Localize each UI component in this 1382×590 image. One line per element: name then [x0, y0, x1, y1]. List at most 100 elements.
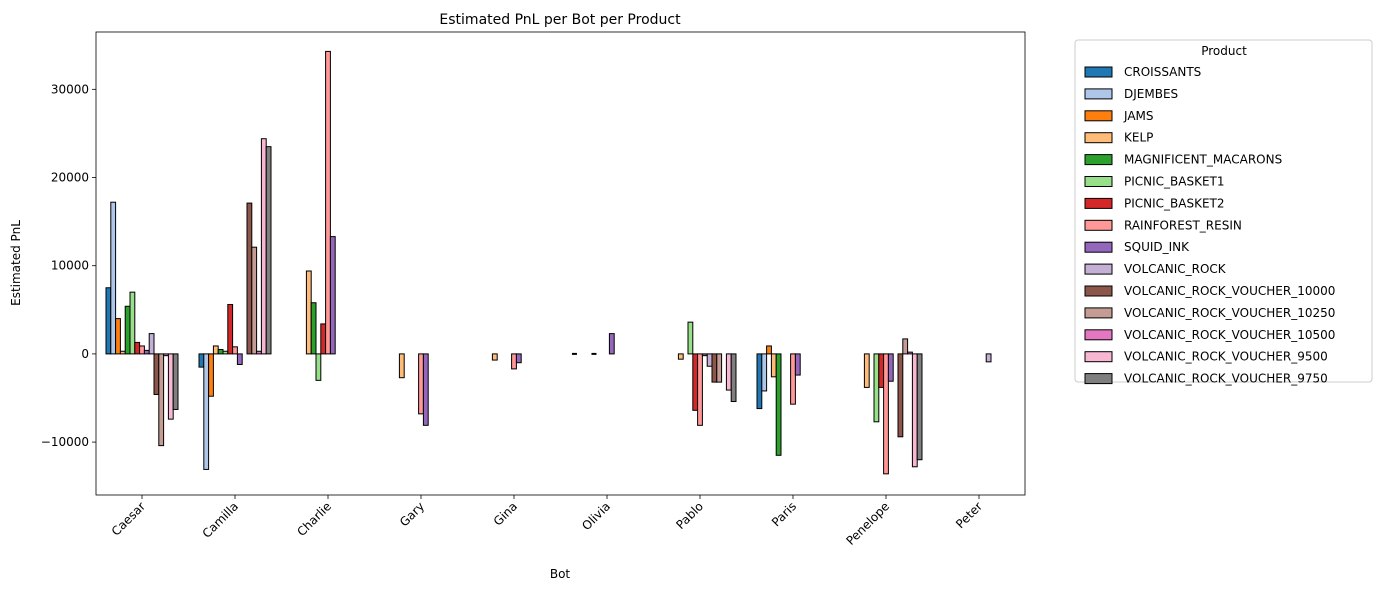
bar — [256, 350, 262, 355]
bar — [222, 350, 229, 355]
x-tick-label: Peter — [953, 499, 985, 531]
bar — [329, 236, 336, 355]
y-tick-label: 0 — [81, 347, 89, 361]
x-tick-label: Penelope — [843, 499, 892, 548]
bar — [315, 353, 322, 381]
legend-label: VOLCANIC_ROCK — [1124, 262, 1227, 276]
bar — [677, 353, 684, 360]
bar — [227, 304, 234, 355]
legend-swatch — [1084, 110, 1113, 122]
bar — [232, 346, 238, 355]
legend-swatch — [1084, 241, 1113, 253]
bar — [761, 353, 768, 392]
bar — [158, 353, 165, 447]
legend-swatch — [1084, 307, 1113, 319]
bar — [119, 350, 126, 355]
legend-label: VOLCANIC_ROCK_VOUCHER_9750 — [1124, 372, 1328, 386]
bar — [770, 353, 777, 378]
bar — [246, 202, 253, 355]
y-axis: −10000 0 10000 20000 30000 — [41, 82, 96, 449]
bar — [260, 138, 267, 355]
bar — [491, 353, 498, 361]
legend-label: VOLCANIC_ROCK_VOUCHER_10250 — [1124, 306, 1335, 320]
legend-swatch — [1084, 66, 1113, 78]
bar — [124, 305, 131, 355]
y-tick-label: 20000 — [51, 171, 89, 185]
bar — [143, 349, 150, 355]
bar — [217, 348, 224, 355]
bar — [110, 201, 117, 355]
bar — [883, 353, 889, 475]
legend-frame — [1074, 39, 1373, 383]
bar — [139, 345, 145, 355]
bar — [692, 353, 699, 411]
legend-label: KELP — [1124, 131, 1153, 145]
bar — [916, 353, 923, 461]
legend-swatch — [1084, 219, 1113, 231]
bar — [398, 353, 405, 379]
bar — [775, 353, 782, 456]
bar — [730, 353, 737, 403]
bars — [105, 50, 992, 475]
bar — [422, 353, 429, 426]
legend-label: CROISSANTS — [1124, 65, 1201, 79]
bar — [878, 353, 885, 388]
legend-swatch — [1084, 263, 1113, 275]
bar — [790, 353, 796, 405]
bar — [305, 270, 312, 355]
bar — [756, 353, 763, 410]
legend-swatch — [1084, 351, 1113, 363]
legend-swatch — [1084, 176, 1113, 187]
chart-title: Estimated PnL per Bot per Product — [439, 12, 681, 28]
x-axis-label: Bot — [550, 567, 571, 581]
legend: Product CROISSANTS DJEMBES JAMS KELP MAGNIFI… — [1074, 39, 1373, 386]
bar — [198, 353, 205, 368]
legend-label: DJEMBES — [1124, 87, 1178, 101]
bar — [766, 345, 772, 355]
y-tick-label: 10000 — [51, 259, 89, 273]
bar — [310, 302, 317, 355]
x-tick-label: Gina — [491, 499, 520, 528]
x-tick-label: Caesar — [109, 499, 148, 538]
bar — [265, 146, 272, 355]
bar — [701, 353, 708, 357]
bar — [706, 353, 713, 367]
x-tick-label: Gary — [397, 499, 427, 529]
bar — [212, 345, 219, 355]
legend-label: PICNIC_BASKET2 — [1124, 196, 1225, 210]
bar — [251, 246, 258, 355]
legend-swatch — [1084, 197, 1113, 209]
x-tick-label: Olivia — [579, 499, 613, 533]
bar — [887, 353, 894, 382]
x-tick-label: Paris — [769, 499, 799, 529]
bar — [320, 323, 327, 355]
y-tick-label: 30000 — [51, 82, 89, 96]
y-axis-label: Estimated PnL — [9, 220, 23, 306]
bar — [902, 338, 909, 355]
x-tick-label: Pablo — [673, 499, 706, 532]
bar — [115, 318, 121, 355]
bar — [711, 353, 718, 383]
legend-swatch — [1084, 88, 1113, 100]
bar — [105, 287, 112, 355]
bar — [153, 353, 160, 395]
bar — [985, 353, 992, 363]
bar — [129, 291, 136, 355]
bar — [236, 353, 243, 365]
legend-label: JAMS — [1123, 109, 1154, 123]
bar — [863, 353, 870, 388]
x-axis: Caesar Camilla Charlie Gary Gina Olivia Pablo P… — [109, 495, 985, 548]
bar — [208, 353, 214, 397]
bar — [418, 353, 424, 415]
bar — [794, 353, 801, 376]
bar — [897, 353, 904, 438]
bar — [163, 353, 169, 357]
bar — [725, 353, 732, 391]
legend-label: SQUID_INK — [1124, 240, 1190, 254]
bar — [873, 353, 880, 423]
bar — [511, 353, 517, 370]
bar — [515, 353, 522, 364]
legend-title: Product — [1201, 44, 1247, 58]
legend-swatch — [1084, 373, 1113, 385]
